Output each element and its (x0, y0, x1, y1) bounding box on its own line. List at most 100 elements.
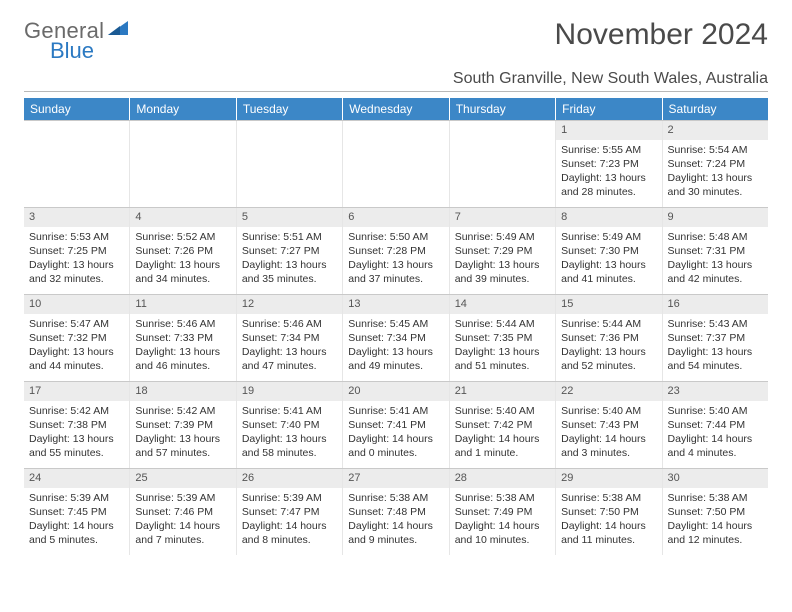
day-cell: 19Sunrise: 5:41 AMSunset: 7:40 PMDayligh… (237, 382, 343, 468)
day-cell (130, 121, 236, 207)
daylight-text: Daylight: 13 hours and 58 minutes. (242, 432, 337, 460)
day-body: Sunrise: 5:44 AMSunset: 7:35 PMDaylight:… (450, 314, 555, 378)
day-number: 7 (450, 208, 555, 227)
daylight-text: Daylight: 13 hours and 37 minutes. (348, 258, 443, 286)
daylight-text: Daylight: 13 hours and 32 minutes. (29, 258, 124, 286)
title-block: November 2024 (555, 18, 768, 52)
day-body: Sunrise: 5:39 AMSunset: 7:45 PMDaylight:… (24, 488, 129, 552)
sunset-text: Sunset: 7:33 PM (135, 331, 230, 345)
sunrise-text: Sunrise: 5:47 AM (29, 317, 124, 331)
weekday-header-row: SundayMondayTuesdayWednesdayThursdayFrid… (24, 98, 768, 120)
day-cell: 18Sunrise: 5:42 AMSunset: 7:39 PMDayligh… (130, 382, 236, 468)
sunset-text: Sunset: 7:35 PM (455, 331, 550, 345)
sunset-text: Sunset: 7:30 PM (561, 244, 656, 258)
month-title: November 2024 (555, 18, 768, 52)
sunrise-text: Sunrise: 5:38 AM (668, 491, 763, 505)
logo-word2: Blue (50, 38, 94, 64)
day-cell: 28Sunrise: 5:38 AMSunset: 7:49 PMDayligh… (450, 469, 556, 555)
weekday-header: Sunday (24, 98, 130, 120)
day-cell: 9Sunrise: 5:48 AMSunset: 7:31 PMDaylight… (663, 208, 768, 294)
day-body: Sunrise: 5:38 AMSunset: 7:50 PMDaylight:… (663, 488, 768, 552)
daylight-text: Daylight: 13 hours and 54 minutes. (668, 345, 763, 373)
daylight-text: Daylight: 13 hours and 47 minutes. (242, 345, 337, 373)
sunrise-text: Sunrise: 5:40 AM (455, 404, 550, 418)
day-number: 30 (663, 469, 768, 488)
sunrise-text: Sunrise: 5:38 AM (348, 491, 443, 505)
sunrise-text: Sunrise: 5:50 AM (348, 230, 443, 244)
day-body: Sunrise: 5:42 AMSunset: 7:38 PMDaylight:… (24, 401, 129, 465)
day-body: Sunrise: 5:48 AMSunset: 7:31 PMDaylight:… (663, 227, 768, 291)
day-number: 3 (24, 208, 129, 227)
day-cell: 5Sunrise: 5:51 AMSunset: 7:27 PMDaylight… (237, 208, 343, 294)
day-body: Sunrise: 5:41 AMSunset: 7:41 PMDaylight:… (343, 401, 448, 465)
daylight-text: Daylight: 14 hours and 3 minutes. (561, 432, 656, 460)
sunrise-text: Sunrise: 5:38 AM (455, 491, 550, 505)
day-number: 1 (556, 121, 661, 140)
day-number: 9 (663, 208, 768, 227)
day-cell: 13Sunrise: 5:45 AMSunset: 7:34 PMDayligh… (343, 295, 449, 381)
sunrise-text: Sunrise: 5:43 AM (668, 317, 763, 331)
day-cell: 1Sunrise: 5:55 AMSunset: 7:23 PMDaylight… (556, 121, 662, 207)
day-body: Sunrise: 5:50 AMSunset: 7:28 PMDaylight:… (343, 227, 448, 291)
week-row: 10Sunrise: 5:47 AMSunset: 7:32 PMDayligh… (24, 294, 768, 381)
daylight-text: Daylight: 13 hours and 41 minutes. (561, 258, 656, 286)
day-number: 17 (24, 382, 129, 401)
sunset-text: Sunset: 7:34 PM (348, 331, 443, 345)
day-body: Sunrise: 5:40 AMSunset: 7:42 PMDaylight:… (450, 401, 555, 465)
day-cell: 23Sunrise: 5:40 AMSunset: 7:44 PMDayligh… (663, 382, 768, 468)
sunset-text: Sunset: 7:43 PM (561, 418, 656, 432)
day-body: Sunrise: 5:41 AMSunset: 7:40 PMDaylight:… (237, 401, 342, 465)
sunset-text: Sunset: 7:27 PM (242, 244, 337, 258)
day-body: Sunrise: 5:39 AMSunset: 7:47 PMDaylight:… (237, 488, 342, 552)
weekday-header: Monday (130, 98, 236, 120)
day-number: 16 (663, 295, 768, 314)
sunset-text: Sunset: 7:32 PM (29, 331, 124, 345)
day-body: Sunrise: 5:52 AMSunset: 7:26 PMDaylight:… (130, 227, 235, 291)
day-number: 28 (450, 469, 555, 488)
sunset-text: Sunset: 7:25 PM (29, 244, 124, 258)
day-number: 4 (130, 208, 235, 227)
sunset-text: Sunset: 7:36 PM (561, 331, 656, 345)
weekday-header: Tuesday (237, 98, 343, 120)
weekday-header: Wednesday (343, 98, 449, 120)
day-body: Sunrise: 5:49 AMSunset: 7:29 PMDaylight:… (450, 227, 555, 291)
daylight-text: Daylight: 13 hours and 55 minutes. (29, 432, 124, 460)
sunrise-text: Sunrise: 5:42 AM (29, 404, 124, 418)
day-cell: 26Sunrise: 5:39 AMSunset: 7:47 PMDayligh… (237, 469, 343, 555)
sunset-text: Sunset: 7:26 PM (135, 244, 230, 258)
daylight-text: Daylight: 14 hours and 0 minutes. (348, 432, 443, 460)
sunset-text: Sunset: 7:49 PM (455, 505, 550, 519)
day-cell: 30Sunrise: 5:38 AMSunset: 7:50 PMDayligh… (663, 469, 768, 555)
day-number: 14 (450, 295, 555, 314)
daylight-text: Daylight: 14 hours and 7 minutes. (135, 519, 230, 547)
daylight-text: Daylight: 13 hours and 28 minutes. (561, 171, 656, 199)
sunrise-text: Sunrise: 5:51 AM (242, 230, 337, 244)
day-cell: 14Sunrise: 5:44 AMSunset: 7:35 PMDayligh… (450, 295, 556, 381)
day-cell: 16Sunrise: 5:43 AMSunset: 7:37 PMDayligh… (663, 295, 768, 381)
week-row: 17Sunrise: 5:42 AMSunset: 7:38 PMDayligh… (24, 381, 768, 468)
daylight-text: Daylight: 13 hours and 34 minutes. (135, 258, 230, 286)
daylight-text: Daylight: 14 hours and 8 minutes. (242, 519, 337, 547)
sunset-text: Sunset: 7:34 PM (242, 331, 337, 345)
day-cell: 6Sunrise: 5:50 AMSunset: 7:28 PMDaylight… (343, 208, 449, 294)
sunset-text: Sunset: 7:41 PM (348, 418, 443, 432)
weekday-header: Saturday (663, 98, 768, 120)
sunset-text: Sunset: 7:38 PM (29, 418, 124, 432)
day-body: Sunrise: 5:46 AMSunset: 7:34 PMDaylight:… (237, 314, 342, 378)
daylight-text: Daylight: 14 hours and 9 minutes. (348, 519, 443, 547)
daylight-text: Daylight: 13 hours and 42 minutes. (668, 258, 763, 286)
sunrise-text: Sunrise: 5:48 AM (668, 230, 763, 244)
sunrise-text: Sunrise: 5:55 AM (561, 143, 656, 157)
day-body: Sunrise: 5:39 AMSunset: 7:46 PMDaylight:… (130, 488, 235, 552)
sunrise-text: Sunrise: 5:38 AM (561, 491, 656, 505)
day-number: 11 (130, 295, 235, 314)
day-number: 25 (130, 469, 235, 488)
day-body: Sunrise: 5:44 AMSunset: 7:36 PMDaylight:… (556, 314, 661, 378)
location: South Granville, New South Wales, Austra… (24, 70, 768, 92)
day-number: 13 (343, 295, 448, 314)
daylight-text: Daylight: 14 hours and 1 minute. (455, 432, 550, 460)
sunset-text: Sunset: 7:24 PM (668, 157, 763, 171)
week-row: 1Sunrise: 5:55 AMSunset: 7:23 PMDaylight… (24, 120, 768, 207)
sunset-text: Sunset: 7:45 PM (29, 505, 124, 519)
day-body: Sunrise: 5:40 AMSunset: 7:43 PMDaylight:… (556, 401, 661, 465)
